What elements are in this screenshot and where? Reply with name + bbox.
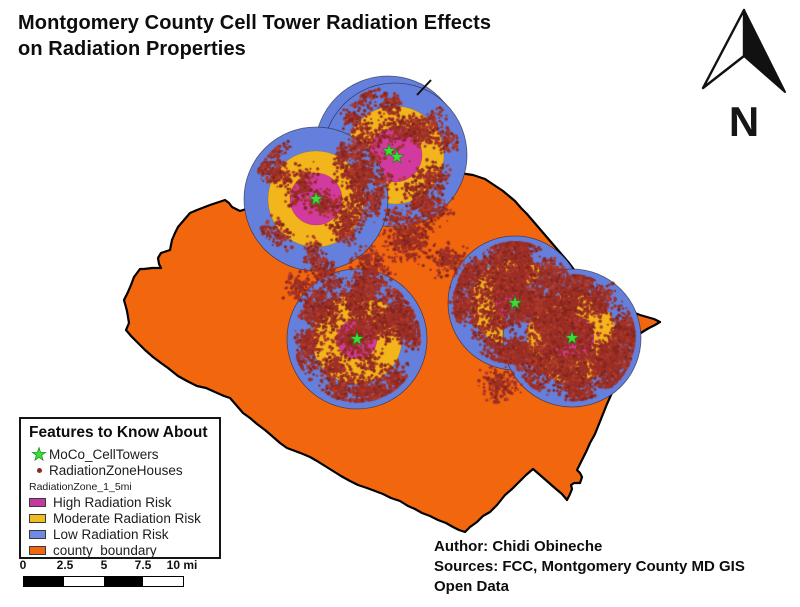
credits-sources: Sources: FCC, Montgomery County MD GIS [434, 558, 745, 575]
cell-tower-star [349, 330, 365, 346]
legend-color-swatch [29, 497, 46, 507]
cell-tower-star [381, 142, 397, 158]
legend-item-label: county_boundary [53, 542, 157, 558]
legend-item-RadiationZoneHouses: RadiationZoneHouses [29, 462, 213, 478]
cell-tower-star [308, 190, 324, 206]
legend-title: Features to Know About [29, 424, 208, 441]
scale-label-2.5: 2.5 [56, 558, 74, 572]
scale-bar-segment-2 [63, 577, 104, 586]
legend-item-label: Low Radiation Risk [53, 526, 169, 542]
legend-item-county_boundary: county_boundary [29, 542, 213, 558]
legend-color-swatch [29, 513, 46, 523]
credits: Author: Chidi Obineche Sources: FCC, Mon… [434, 537, 745, 597]
scale-bar-segment-4 [143, 577, 183, 586]
scale-bar-segment-1 [24, 577, 64, 586]
legend-item-moderate-radiation-risk: Moderate Radiation Risk [29, 510, 213, 526]
scale-bar: 0 2.5 5 7.5 10 mi [20, 558, 220, 592]
legend-item-label: RadiationZoneHouses [49, 462, 183, 478]
legend-item-label: Moderate Radiation Risk [53, 510, 201, 526]
legend: Features to Know About MoCo_CellTowers Ra… [19, 417, 221, 559]
house-dot-icon [29, 467, 49, 473]
credits-sources-cont: Open Data [434, 578, 510, 595]
cell-tower-star [389, 148, 405, 164]
scale-bar-bar [23, 576, 184, 587]
scale-label-0: 0 [19, 558, 27, 572]
north-arrow-label: N [729, 98, 759, 144]
legend-color-swatch [29, 545, 46, 555]
cell-tower-star [564, 329, 580, 345]
north-arrow-right-half [743, 9, 786, 93]
legend-group-label: RadiationZone_1_5mi [29, 481, 132, 493]
north-arrow-left-half [701, 8, 746, 90]
legend-item-high-radiation-risk: High Radiation Risk [29, 494, 213, 510]
credits-author: Author: Chidi Obineche [434, 538, 603, 555]
scale-label-7.5: 7.5 [134, 558, 152, 572]
legend-item-low-radiation-risk: Low Radiation Risk [29, 526, 213, 542]
legend-item-label: High Radiation Risk [53, 494, 172, 510]
legend-zone-items: High Radiation Risk Moderate Radiation Ri… [29, 494, 213, 558]
tower-star-icon [29, 446, 49, 462]
cell-tower-star [507, 294, 523, 310]
legend-item-label: MoCo_CellTowers [49, 446, 159, 462]
legend-item-MoCo_CellTowers: MoCo_CellTowers [29, 446, 213, 462]
scale-label-10-mi: 10 mi [166, 558, 198, 572]
boundary-tick-line [416, 79, 432, 96]
scale-bar-segment-3 [103, 577, 144, 586]
north-arrow: N [701, 8, 786, 144]
legend-point-items: MoCo_CellTowers RadiationZoneHouses [29, 446, 213, 478]
scale-label-5: 5 [100, 558, 108, 572]
legend-color-swatch [29, 529, 46, 539]
